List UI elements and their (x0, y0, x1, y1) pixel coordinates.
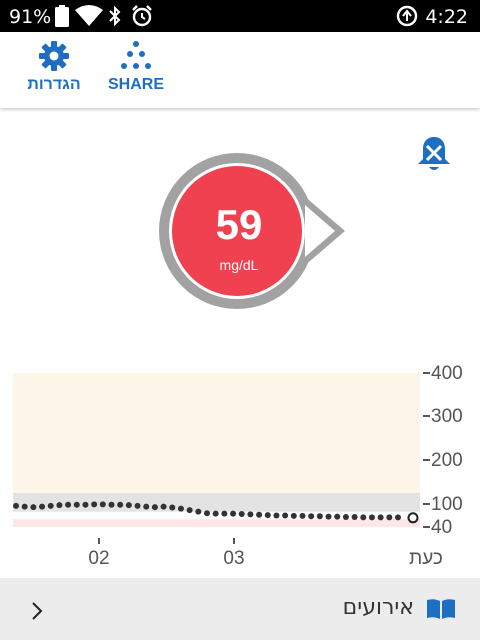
settings-button[interactable]: הגדרות (18, 40, 90, 100)
band-low (13, 519, 420, 527)
reading-point (360, 514, 367, 521)
current-reading-point (407, 512, 419, 524)
reading-point (282, 512, 289, 519)
glucose-status-circle (172, 166, 302, 296)
reading-point (91, 501, 98, 508)
clock: 4:22 (425, 6, 468, 28)
y-tick-label: 200 (431, 450, 463, 471)
reading-point (82, 501, 89, 508)
reading-point (325, 513, 332, 520)
reading-point (264, 512, 271, 519)
glucose-value: 59 (215, 201, 263, 248)
reading-point (212, 510, 219, 517)
glucose-unit: mg/dL (219, 257, 259, 273)
reading-point (247, 511, 254, 518)
x-tick-label: 02 (88, 548, 109, 569)
bluetooth-icon (109, 5, 121, 27)
reading-point (395, 514, 401, 521)
reading-point (351, 514, 358, 521)
reading-point (13, 502, 19, 509)
reading-point (299, 512, 306, 519)
reading-point (65, 501, 72, 508)
reading-point (368, 514, 375, 521)
reading-point (117, 501, 124, 508)
reading-point (169, 504, 176, 511)
events-label: אירועים (342, 595, 414, 620)
x-tick-label: כעת (409, 548, 443, 569)
reading-point (21, 503, 28, 510)
settings-label: הגדרות (27, 76, 81, 93)
reading-point (56, 502, 63, 509)
y-tick-label: 40 (431, 517, 452, 538)
reading-point (334, 513, 341, 520)
reading-point (273, 512, 280, 519)
y-tick-label: 400 (431, 363, 463, 384)
reading-point (47, 502, 54, 509)
battery-icon (55, 5, 69, 27)
alarm-clock-icon (132, 5, 152, 27)
chevron-left-icon (32, 602, 43, 620)
reading-point (143, 503, 150, 510)
reading-point (238, 510, 245, 517)
reading-point (256, 511, 263, 518)
share-dots-icon (121, 41, 151, 69)
reading-point (177, 505, 184, 512)
reading-point (151, 504, 158, 511)
book-icon (427, 599, 455, 619)
share-button[interactable]: SHARE (100, 40, 172, 100)
reading-point (221, 510, 228, 517)
reading-point (160, 503, 167, 510)
reading-point (290, 512, 297, 519)
glucose-chart: 400 300 200 100 40 02 03 כעת (0, 360, 480, 575)
reading-point (186, 507, 193, 514)
data-saver-icon (396, 5, 418, 27)
reading-point (386, 514, 393, 521)
y-tick-label: 300 (431, 406, 463, 427)
reading-point (316, 513, 323, 520)
reading-point (39, 503, 46, 510)
band-target (13, 493, 420, 512)
x-tick-label: 03 (223, 548, 244, 569)
toolbar: הגדרות SHARE (0, 32, 480, 108)
glucose-dial[interactable]: 59 mg/dL (155, 153, 350, 313)
band-high (13, 373, 420, 493)
reading-point (204, 510, 210, 517)
battery-percent: 91% (9, 6, 52, 28)
reading-point (230, 510, 237, 517)
reading-point (377, 514, 384, 521)
reading-point (125, 502, 132, 509)
reading-point (195, 508, 202, 515)
reading-point (99, 501, 106, 508)
events-bar[interactable]: אירועים (0, 578, 480, 640)
gear-icon (39, 41, 69, 71)
status-bar: 91% 4:22 (0, 0, 480, 32)
y-tick-label: 100 (431, 494, 463, 515)
alarm-bell-button[interactable] (414, 134, 454, 179)
reading-point (73, 501, 80, 508)
bell-muted-icon (418, 137, 450, 170)
reading-point (108, 501, 115, 508)
reading-point (308, 513, 315, 520)
reading-point (342, 514, 349, 521)
share-label: SHARE (107, 76, 164, 93)
reading-point (30, 504, 37, 511)
reading-point (134, 502, 141, 509)
wifi-icon (75, 5, 103, 26)
